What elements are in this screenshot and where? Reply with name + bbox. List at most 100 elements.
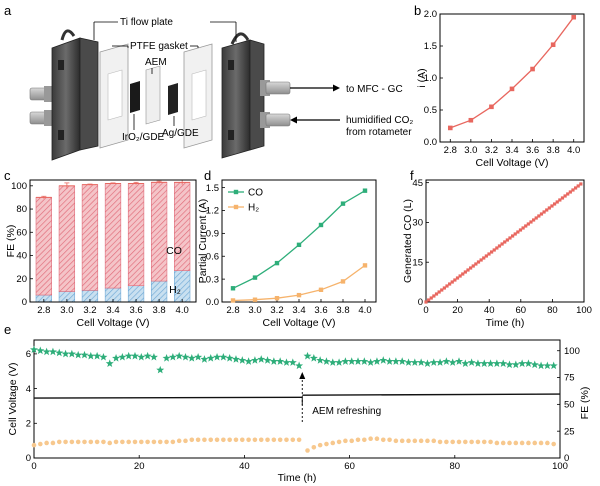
data-point-h2 [305, 448, 310, 453]
outlet-arrow [290, 84, 340, 92]
data-point [461, 272, 465, 276]
data-point-h2 [481, 439, 487, 445]
y-axis-label-right: FE (%) [579, 387, 591, 420]
series-line-voltage [302, 393, 561, 396]
data-point-h2 [469, 439, 474, 445]
data-point [503, 240, 507, 244]
data-point [362, 263, 368, 268]
x-axis-label: Cell Voltage (V) [77, 317, 150, 329]
y-tick-label: 80 [16, 204, 27, 215]
data-point-h2 [145, 439, 150, 445]
x-tick-label: 4.0 [358, 305, 371, 316]
data-point-h2 [63, 439, 68, 445]
data-point [440, 288, 444, 292]
data-point-h2 [107, 440, 113, 446]
data-point-co [518, 359, 527, 367]
data-point-co [206, 354, 215, 362]
data-point-co [335, 358, 344, 366]
data-point-h2 [513, 440, 519, 446]
y-right-tick-label: 50 [564, 400, 575, 411]
iro2-gde-illustration [130, 81, 140, 113]
y-axis-label: Partial Current (A) [197, 199, 209, 284]
y-right-tick-label: 75 [564, 373, 575, 384]
x-tick-label: 60 [344, 461, 355, 472]
data-point [432, 294, 436, 298]
data-point [550, 42, 556, 48]
annotation-aem-refreshing: AEM refreshing [312, 406, 381, 417]
data-point [568, 190, 572, 194]
y-tick-label: 100 [11, 181, 27, 192]
x-tick-label: 3.8 [336, 305, 349, 316]
x-tick-label: 4.0 [567, 145, 580, 156]
x-tick-label: 2.8 [37, 305, 50, 316]
data-point-co [213, 352, 222, 361]
electrolyzer-schematic: Ti flow plate PTFE gasket AEM Ag/GDE IrO… [29, 17, 413, 161]
data-point-co [105, 359, 114, 367]
data-point-co [156, 365, 165, 374]
data-point-h2 [343, 438, 348, 444]
y-tick-label: 0.9 [206, 229, 219, 240]
x-tick-label: 2.8 [226, 305, 239, 316]
label-ag-gde: Ag/GDE [162, 128, 199, 139]
data-point-co [436, 358, 445, 366]
data-point-h2 [120, 439, 125, 445]
y-right-tick-label: 25 [564, 426, 575, 437]
x-tick-label: 40 [239, 461, 250, 472]
data-point-h2 [202, 437, 207, 443]
panel-label-a: a [4, 3, 12, 18]
legend-label-h2: H₂ [248, 203, 259, 214]
data-point-co [322, 357, 331, 365]
data-point [476, 260, 481, 264]
data-point-h2 [69, 439, 75, 445]
aem-membrane-illustration [145, 65, 161, 125]
data-point [558, 198, 562, 202]
data-point-co [347, 357, 356, 365]
data-point-co [74, 350, 83, 359]
label-ti-flow-plate: Ti flow plate [120, 17, 173, 28]
series-line-voltage [33, 396, 303, 399]
data-point-h2 [139, 439, 144, 445]
data-point [516, 230, 520, 234]
data-point-h2 [450, 439, 455, 445]
legend-marker-co [233, 189, 239, 195]
data-point-h2 [355, 437, 361, 443]
label-ptfe-gasket: PTFE gasket [130, 41, 188, 52]
ag-gde-illustration [168, 83, 178, 115]
data-point-h2 [507, 440, 512, 446]
data-point-h2 [126, 439, 131, 445]
data-point [545, 208, 549, 212]
data-point [466, 268, 470, 272]
data-point [230, 298, 236, 303]
data-point-h2 [311, 444, 317, 450]
data-point-h2 [31, 442, 37, 448]
data-point-co [316, 356, 325, 364]
data-point-co [511, 360, 520, 369]
bar-co [58, 185, 76, 292]
data-point-co [543, 361, 552, 370]
left-fitting-illustration [29, 86, 52, 126]
series-line-current [450, 16, 575, 129]
bar-co [81, 184, 99, 291]
data-point-co [67, 349, 76, 358]
data-point-co [61, 349, 70, 358]
data-point-co [86, 351, 95, 360]
data-point-co [303, 351, 312, 360]
data-point-h2 [50, 440, 56, 446]
data-point-h2 [157, 439, 163, 445]
data-point-h2 [418, 438, 424, 444]
data-point-h2 [444, 439, 449, 445]
data-point-h2 [176, 438, 182, 444]
data-point-h2 [494, 440, 500, 446]
data-point [471, 264, 475, 268]
data-point-h2 [362, 437, 367, 443]
data-point-h2 [475, 439, 481, 445]
data-point-co [549, 361, 558, 370]
data-point-co [225, 354, 234, 362]
y-tick-label: 1.5 [206, 183, 219, 194]
data-point [362, 188, 368, 193]
data-point [434, 292, 439, 296]
data-point-co [181, 352, 190, 361]
data-point-co [309, 354, 318, 362]
